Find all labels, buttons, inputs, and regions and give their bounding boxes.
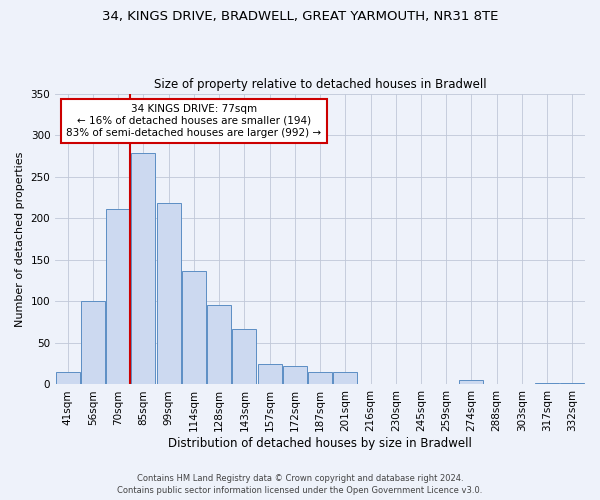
Text: Contains HM Land Registry data © Crown copyright and database right 2024.
Contai: Contains HM Land Registry data © Crown c… <box>118 474 482 495</box>
Bar <box>334 372 357 384</box>
Y-axis label: Number of detached properties: Number of detached properties <box>15 152 25 326</box>
Bar <box>157 204 181 384</box>
Bar <box>56 372 80 384</box>
Bar <box>81 300 105 384</box>
Bar <box>207 306 231 384</box>
Title: Size of property relative to detached houses in Bradwell: Size of property relative to detached ho… <box>154 78 487 91</box>
Bar <box>182 272 206 384</box>
Text: 34, KINGS DRIVE, BRADWELL, GREAT YARMOUTH, NR31 8TE: 34, KINGS DRIVE, BRADWELL, GREAT YARMOUT… <box>102 10 498 23</box>
Bar <box>560 383 584 384</box>
Bar <box>535 383 559 384</box>
Bar <box>232 329 256 384</box>
Text: 34 KINGS DRIVE: 77sqm
← 16% of detached houses are smaller (194)
83% of semi-det: 34 KINGS DRIVE: 77sqm ← 16% of detached … <box>67 104 322 138</box>
Bar <box>283 366 307 384</box>
Bar <box>131 152 155 384</box>
Bar <box>460 380 484 384</box>
Bar <box>106 209 130 384</box>
X-axis label: Distribution of detached houses by size in Bradwell: Distribution of detached houses by size … <box>168 437 472 450</box>
Bar <box>308 372 332 384</box>
Bar <box>257 364 281 384</box>
